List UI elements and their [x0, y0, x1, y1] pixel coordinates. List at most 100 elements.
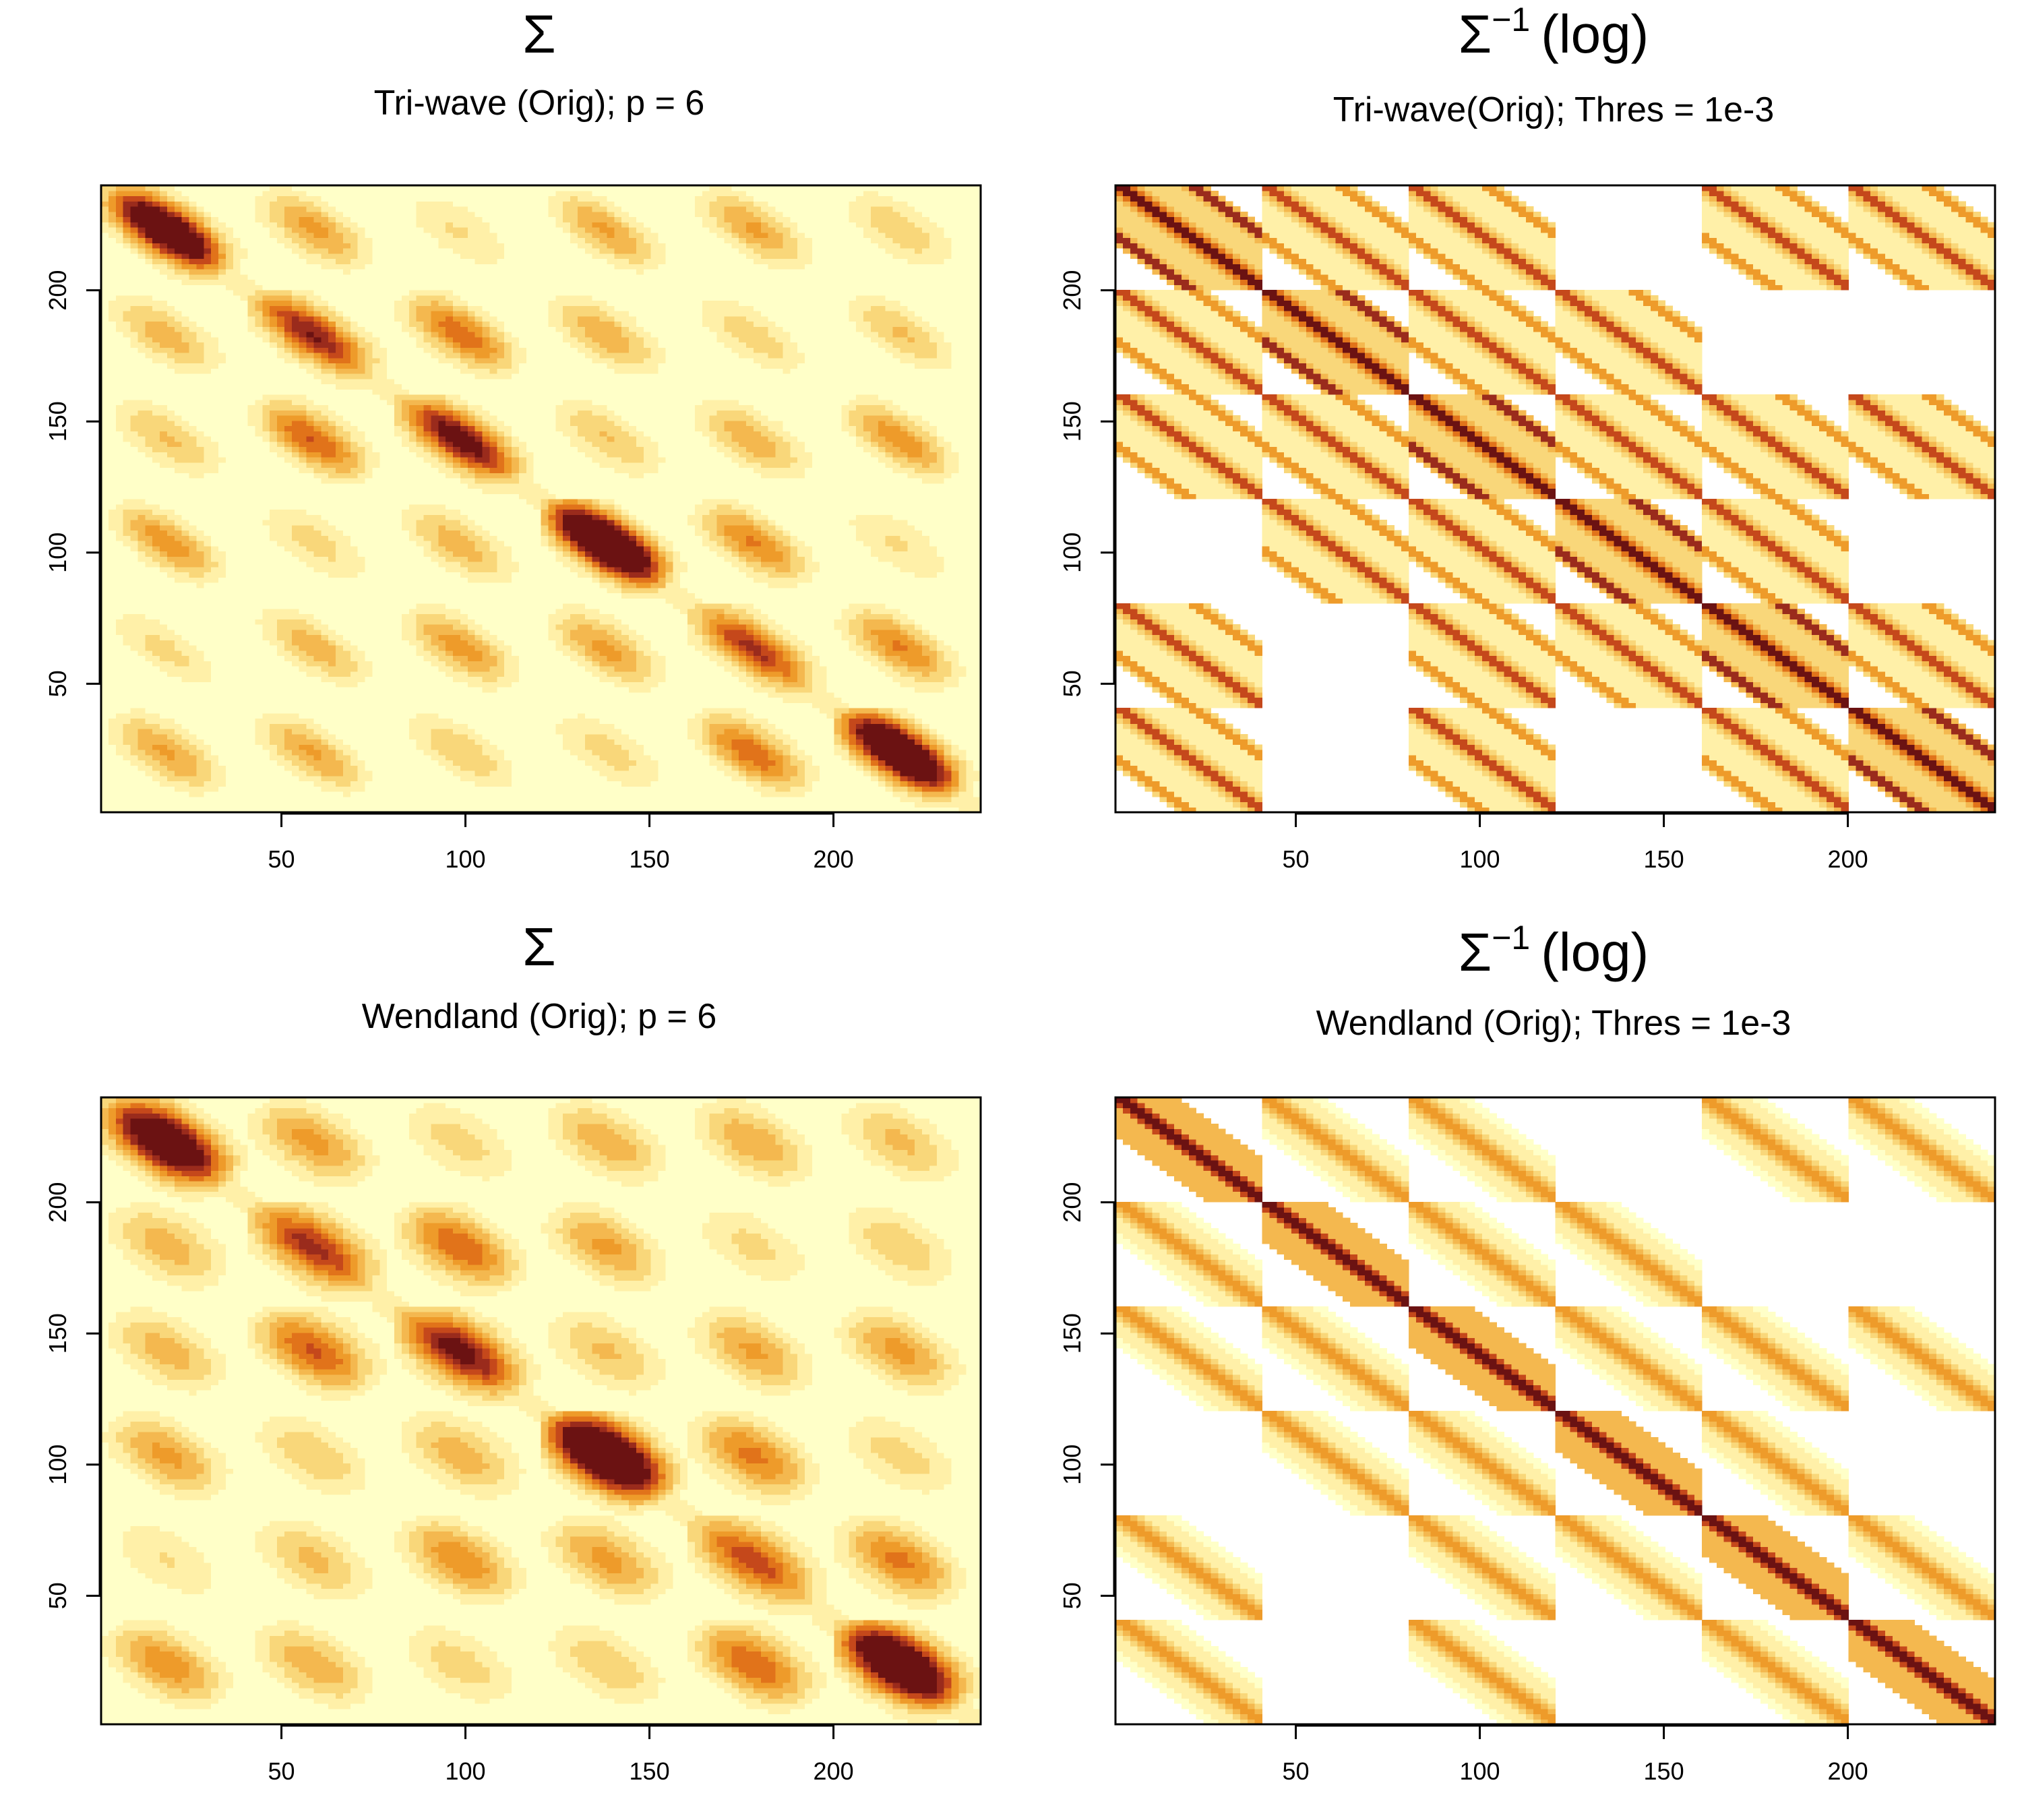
heatmap-cell [900, 776, 907, 781]
heatmap-cell [336, 776, 343, 781]
heatmap-cell [871, 750, 878, 755]
heatmap-cell [849, 797, 856, 802]
heatmap-cell [929, 708, 937, 713]
heatmap-cell [651, 791, 658, 797]
heatmap-cell [424, 781, 431, 787]
heatmap-cell [607, 729, 614, 734]
heatmap-cell [424, 765, 431, 770]
heatmap-cell [776, 713, 783, 719]
heatmap-cell [137, 708, 145, 713]
heatmap-cell [160, 770, 167, 776]
heatmap-cell [651, 702, 658, 708]
heatmap-cell [915, 708, 922, 713]
heatmap-cell [687, 797, 695, 802]
heatmap-cell [372, 791, 379, 797]
heatmap-cell [218, 791, 226, 797]
heatmap-cell [299, 802, 307, 808]
heatmap-cell [731, 708, 739, 713]
heatmap-cell [519, 723, 526, 729]
heatmap-cell [497, 802, 504, 808]
heatmap-cell [966, 698, 973, 703]
heatmap-cell [175, 698, 182, 703]
heatmap-cell [446, 797, 453, 802]
heatmap-cell [475, 744, 483, 750]
heatmap-cell [519, 791, 526, 797]
heatmap-cell [614, 750, 621, 755]
heatmap-cell [820, 760, 827, 766]
heatmap-cell [856, 802, 863, 808]
heatmap-cell [548, 719, 555, 724]
heatmap-cell [336, 791, 343, 797]
heatmap-cell [958, 687, 966, 692]
heatmap-cell [900, 750, 907, 755]
heatmap-cell [123, 702, 131, 708]
heatmap-cell [270, 687, 277, 692]
heatmap-cell [175, 739, 182, 745]
heatmap-cell [856, 781, 863, 787]
heatmap-cell [299, 786, 307, 791]
heatmap-cell [717, 797, 725, 802]
heatmap-cell [350, 786, 358, 791]
heatmap-cell [460, 786, 468, 791]
heatmap-cell [284, 781, 292, 787]
heatmap-cell [109, 692, 116, 698]
heatmap-cell [321, 744, 328, 750]
heatmap-cell [841, 781, 849, 787]
heatmap-cell [233, 802, 241, 808]
heatmap-cell [137, 739, 145, 745]
heatmap-cell [137, 797, 145, 802]
heatmap-cell [592, 692, 600, 698]
heatmap-cell [307, 692, 314, 698]
heatmap-cell [776, 698, 783, 703]
heatmap-cell [248, 708, 255, 713]
heatmap-cell [468, 750, 475, 755]
heatmap-cell [226, 760, 233, 766]
heatmap-cell [827, 729, 834, 734]
heatmap-cell [841, 797, 849, 802]
heatmap-cell [849, 702, 856, 708]
heatmap-cell [365, 698, 373, 703]
heatmap-cell [636, 708, 644, 713]
heatmap-cell [893, 802, 900, 808]
heatmap-cell [878, 719, 886, 724]
heatmap-cell [812, 776, 820, 781]
heatmap-cell [563, 692, 570, 698]
heatmap-cell [944, 760, 952, 766]
heatmap-cell [790, 776, 797, 781]
heatmap-cell [328, 739, 336, 745]
heatmap-cell [483, 770, 490, 776]
heatmap-cell [307, 760, 314, 766]
heatmap-cell [871, 692, 878, 698]
heatmap-cell [387, 770, 394, 776]
heatmap-cell [424, 713, 431, 719]
heatmap-cell [768, 781, 776, 787]
heatmap-cell [871, 791, 878, 797]
heatmap-cell [372, 802, 379, 808]
heatmap-cell [336, 698, 343, 703]
heatmap-cell [731, 786, 739, 791]
heatmap-cell [886, 802, 893, 808]
heatmap-cell [592, 750, 600, 755]
heatmap-cell [863, 776, 871, 781]
heatmap-cell [958, 776, 966, 781]
heatmap-cell [812, 802, 820, 808]
heatmap-cell [717, 765, 725, 770]
heatmap-cell [687, 702, 695, 708]
heatmap-cell [196, 698, 204, 703]
heatmap-cell [167, 734, 175, 739]
heatmap-cell [907, 734, 915, 739]
heatmap-cell [497, 734, 504, 739]
heatmap-cell [402, 786, 409, 791]
heatmap-cell [614, 765, 621, 770]
heatmap-cell [350, 797, 358, 802]
heatmap-cell [152, 719, 160, 724]
heatmap-cell [915, 687, 922, 692]
heatmap-cell [109, 755, 116, 760]
heatmap-cell [160, 791, 167, 797]
heatmap-cell [255, 750, 262, 755]
heatmap-cell [636, 781, 644, 787]
heatmap-cell [805, 719, 812, 724]
heatmap-cell [387, 802, 394, 808]
heatmap-cell [196, 739, 204, 745]
heatmap-cell [929, 729, 937, 734]
